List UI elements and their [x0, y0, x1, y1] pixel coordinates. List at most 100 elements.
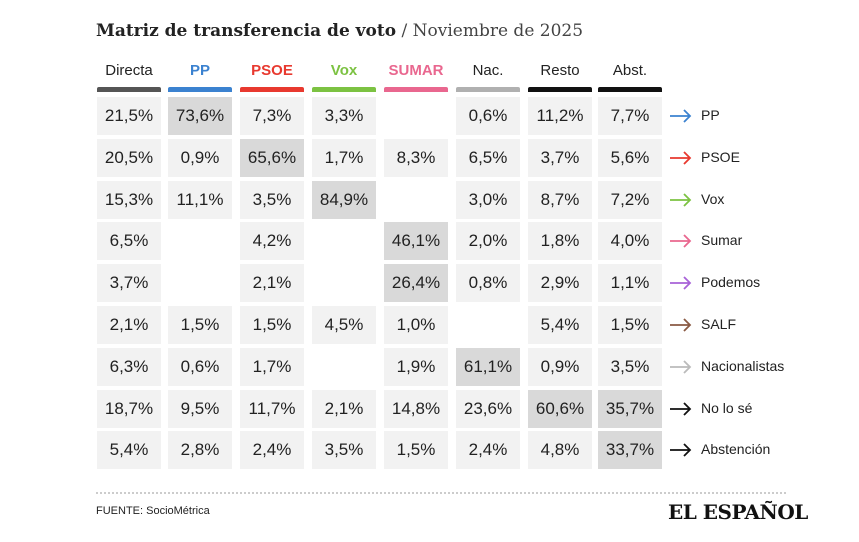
arrow-path	[670, 360, 692, 374]
cell: 4,8%	[528, 431, 592, 470]
cell: 7,3%	[240, 97, 304, 135]
cell: 2,4%	[240, 431, 304, 470]
cell: 8,7%	[528, 180, 592, 219]
cell	[312, 264, 376, 302]
cell: 9,5%	[168, 389, 232, 428]
title-block: Matriz de transferencia de voto / Noviem…	[96, 21, 583, 41]
cell: 1,5%	[168, 306, 232, 344]
row-label: PP	[701, 107, 720, 123]
cell: 1,0%	[384, 306, 448, 344]
cell: 7,7%	[598, 97, 662, 135]
cell	[384, 181, 448, 219]
column-header: PSOE	[251, 62, 293, 79]
cell: 4,0%	[598, 222, 662, 261]
cell: 84,9%	[312, 180, 376, 219]
cell: 5,4%	[528, 306, 592, 344]
cell	[312, 222, 376, 260]
row-label: PSOE	[701, 148, 740, 165]
cell: 2,1%	[312, 389, 376, 428]
cell: 3,0%	[456, 180, 520, 219]
column-bar	[97, 87, 161, 92]
cell: 11,2%	[528, 97, 592, 135]
divider	[96, 492, 786, 494]
cell	[312, 348, 376, 386]
cell: 3,7%	[97, 264, 161, 303]
column-header: Nac.	[472, 62, 504, 79]
cell: 61,1%	[456, 347, 520, 386]
row-label: SALF	[701, 316, 737, 332]
row-arrow	[670, 151, 692, 165]
cell: 1,5%	[598, 306, 662, 344]
cell: 2,9%	[528, 264, 592, 303]
cell: 5,6%	[598, 138, 662, 177]
column-bar	[528, 87, 592, 92]
cell: 4,5%	[312, 306, 376, 344]
cell	[168, 264, 232, 302]
cell: 60,6%	[528, 389, 592, 428]
cell: 3,7%	[528, 138, 592, 177]
column-bar	[240, 87, 304, 92]
column-bar	[168, 87, 232, 92]
cell: 1,9%	[384, 347, 448, 386]
row-label: Abstención	[701, 441, 771, 458]
cell: 0,6%	[168, 347, 232, 386]
column-bar	[312, 87, 376, 92]
cell: 2,4%	[456, 431, 520, 470]
row-arrow	[670, 443, 692, 458]
cell: 1,5%	[384, 431, 448, 470]
arrow-path	[670, 192, 692, 207]
cell: 7,2%	[598, 180, 662, 219]
cell: 0,9%	[168, 138, 232, 177]
cell: 35,7%	[598, 389, 662, 428]
cell: 3,5%	[598, 347, 662, 386]
cell: 2,0%	[456, 222, 520, 261]
cell: 11,1%	[168, 180, 232, 219]
cell: 33,7%	[598, 431, 662, 470]
cell: 5,4%	[97, 431, 161, 470]
row-label: Vox	[701, 190, 725, 207]
arrow-path	[670, 318, 692, 332]
cell: 1,7%	[312, 138, 376, 177]
cell	[456, 306, 520, 344]
cell: 2,1%	[240, 264, 304, 303]
cell: 6,3%	[97, 347, 161, 386]
column-header: Vox	[330, 62, 358, 79]
column-header: PP	[189, 62, 210, 79]
cell: 6,5%	[456, 138, 520, 177]
cell: 15,3%	[97, 180, 161, 219]
cell: 1,8%	[528, 222, 592, 261]
cell: 1,1%	[598, 264, 662, 303]
column-bar	[456, 87, 520, 92]
row-label: Podemos	[701, 274, 761, 291]
cell: 46,1%	[384, 222, 448, 261]
arrow-path	[670, 276, 692, 290]
arrow-path	[670, 443, 692, 458]
arrow-path	[670, 234, 692, 249]
cell: 73,6%	[168, 97, 232, 135]
cell: 0,9%	[528, 347, 592, 386]
column-bar	[598, 87, 662, 92]
cell: 11,7%	[240, 389, 304, 428]
cell: 65,6%	[240, 138, 304, 177]
row-label: Nacionalistas	[701, 357, 785, 374]
row-arrow	[670, 276, 692, 290]
cell	[384, 97, 448, 135]
row-label: No lo sé	[701, 399, 753, 416]
cell: 18,7%	[97, 389, 161, 428]
column-header: SUMAR	[388, 62, 444, 79]
source: FUENTE: SocioMétrica	[96, 505, 210, 517]
cell: 21,5%	[97, 97, 161, 135]
cell: 0,6%	[456, 97, 520, 135]
row-label: Sumar	[701, 232, 743, 249]
logo: EL ESPAÑOL	[668, 500, 808, 524]
cell: 1,5%	[240, 306, 304, 344]
cell: 1,7%	[240, 347, 304, 386]
cell: 6,5%	[97, 222, 161, 261]
row-arrow	[670, 234, 692, 249]
row-arrow	[670, 109, 692, 123]
cell: 3,5%	[240, 180, 304, 219]
arrow-path	[670, 151, 692, 165]
cell: 20,5%	[97, 138, 161, 177]
cell: 3,5%	[312, 431, 376, 470]
